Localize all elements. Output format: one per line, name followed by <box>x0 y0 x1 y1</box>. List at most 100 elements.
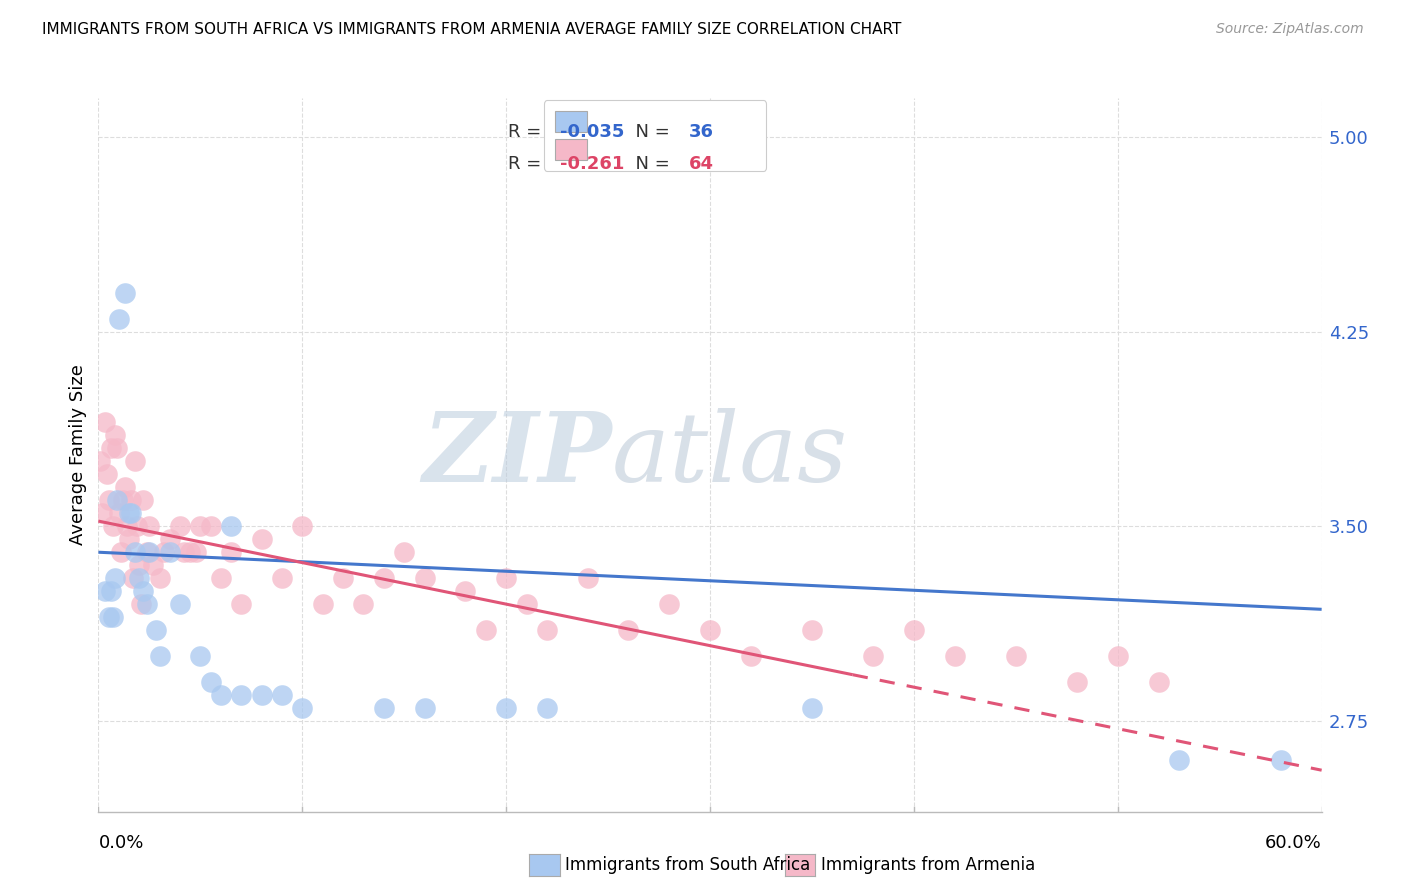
Point <box>200 675 222 690</box>
Point <box>104 571 127 585</box>
Point <box>179 545 201 559</box>
Point <box>903 623 925 637</box>
Point <box>536 623 558 637</box>
Point <box>124 545 146 559</box>
Point <box>312 597 335 611</box>
Point <box>186 545 208 559</box>
Point <box>138 519 160 533</box>
Point <box>111 493 134 508</box>
Point <box>454 584 477 599</box>
Point <box>128 571 150 585</box>
Text: atlas: atlas <box>612 408 848 502</box>
Point <box>801 623 824 637</box>
Legend: R =           N =    , R =           N =    : R = N = , R = N = <box>544 100 766 170</box>
Point <box>145 623 167 637</box>
Point <box>138 545 160 559</box>
Point <box>96 467 118 482</box>
Point <box>250 688 273 702</box>
Point <box>97 493 120 508</box>
Y-axis label: Average Family Size: Average Family Size <box>69 365 87 545</box>
Point <box>250 533 273 547</box>
Point <box>124 454 146 468</box>
Point <box>658 597 681 611</box>
Point <box>332 856 354 871</box>
Point <box>105 442 128 456</box>
Text: N =: N = <box>624 123 676 141</box>
Point <box>1066 675 1088 690</box>
Point <box>120 493 142 508</box>
Point <box>173 545 195 559</box>
Point <box>127 519 149 533</box>
Point <box>516 597 538 611</box>
Point <box>373 701 395 715</box>
Point <box>110 545 132 559</box>
Point <box>100 584 122 599</box>
Text: Immigrants from South Africa: Immigrants from South Africa <box>565 856 810 874</box>
Point <box>132 493 155 508</box>
Point <box>352 597 374 611</box>
Point <box>169 519 191 533</box>
Point <box>114 480 136 494</box>
Point <box>93 584 115 599</box>
Point <box>291 701 314 715</box>
Point <box>536 701 558 715</box>
Point <box>862 648 884 663</box>
Point <box>105 493 128 508</box>
Point <box>495 701 517 715</box>
Point <box>209 688 232 702</box>
Point <box>699 623 721 637</box>
Point <box>413 571 436 585</box>
Text: -0.261: -0.261 <box>560 155 624 173</box>
Point <box>128 558 150 573</box>
Point <box>122 571 145 585</box>
Text: 60.0%: 60.0% <box>1265 834 1322 852</box>
Point <box>91 506 114 520</box>
Point <box>270 571 294 585</box>
Point <box>118 533 141 547</box>
Point <box>231 688 253 702</box>
Point <box>159 545 181 559</box>
Point <box>136 545 159 559</box>
Point <box>576 571 599 585</box>
Point <box>209 571 232 585</box>
Text: R =: R = <box>508 123 547 141</box>
Point <box>89 454 111 468</box>
Point <box>115 519 138 533</box>
Point <box>801 701 824 715</box>
Point <box>101 610 124 624</box>
Text: IMMIGRANTS FROM SOUTH AFRICA VS IMMIGRANTS FROM ARMENIA AVERAGE FAMILY SIZE CORR: IMMIGRANTS FROM SOUTH AFRICA VS IMMIGRAN… <box>42 22 901 37</box>
Point <box>149 571 172 585</box>
Text: N =: N = <box>624 155 676 173</box>
Text: 64: 64 <box>689 155 714 173</box>
Text: Immigrants from Armenia: Immigrants from Armenia <box>821 856 1035 874</box>
Point <box>1270 753 1292 767</box>
Point <box>373 571 395 585</box>
Point <box>152 545 174 559</box>
Point <box>101 519 124 533</box>
Point <box>270 688 294 702</box>
Point <box>219 545 242 559</box>
Point <box>231 597 253 611</box>
Point <box>943 648 966 663</box>
Point <box>149 648 172 663</box>
Point <box>392 545 416 559</box>
Point <box>291 519 314 533</box>
Point <box>142 558 165 573</box>
Point <box>136 597 159 611</box>
Point <box>108 506 131 520</box>
Point <box>93 416 115 430</box>
Point <box>495 571 517 585</box>
Text: ZIP: ZIP <box>423 408 612 502</box>
Text: R =: R = <box>508 155 547 173</box>
Point <box>129 597 152 611</box>
Text: Source: ZipAtlas.com: Source: ZipAtlas.com <box>1216 22 1364 37</box>
Point <box>118 506 141 520</box>
Text: 36: 36 <box>689 123 714 141</box>
Point <box>1107 648 1129 663</box>
Point <box>132 584 155 599</box>
Point <box>200 519 222 533</box>
Point <box>188 648 212 663</box>
Point <box>159 533 181 547</box>
Point <box>219 519 242 533</box>
Point <box>188 519 212 533</box>
